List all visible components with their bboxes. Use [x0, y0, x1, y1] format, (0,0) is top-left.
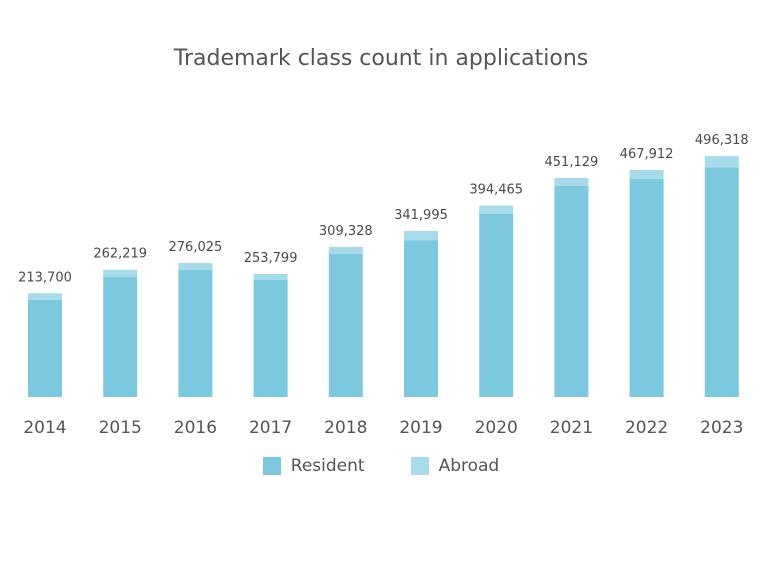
legend-swatch-abroad: [410, 457, 429, 475]
total-label-2018: 309,328: [319, 224, 373, 239]
bar-abroad-2023[interactable]: [704, 156, 739, 168]
bar-group: [28, 156, 739, 397]
total-label-2019: 341,995: [394, 208, 448, 223]
total-label-2020: 394,465: [469, 183, 523, 198]
bar-resident-2020[interactable]: [479, 213, 514, 397]
x-tick-label-2017: 2017: [249, 418, 292, 438]
bar-abroad-2017[interactable]: [253, 273, 288, 281]
bar-resident-2018[interactable]: [328, 253, 363, 397]
bar-resident-2023[interactable]: [704, 167, 739, 397]
x-tick-label-2020: 2020: [475, 418, 518, 438]
x-tick-label-2014: 2014: [23, 418, 66, 438]
x-tick-label-2019: 2019: [399, 418, 442, 438]
bar-resident-2014[interactable]: [28, 299, 62, 397]
total-label-2015: 262,219: [93, 247, 147, 262]
bar-resident-2021[interactable]: [554, 185, 589, 397]
bar-resident-2015[interactable]: [103, 277, 138, 397]
total-label-2021: 451,129: [545, 155, 599, 170]
chart-title: Trademark class count in applications: [173, 46, 589, 71]
total-label-group: 213,700 262,219 276,025 253,799 309,328 341,9…: [18, 133, 749, 285]
x-tick-label-2022: 2022: [625, 418, 668, 438]
bar-abroad-2019[interactable]: [404, 230, 438, 241]
legend-swatch-resident: [262, 457, 281, 475]
x-tick-label-2021: 2021: [550, 418, 593, 438]
x-tick-label-2016: 2016: [174, 418, 217, 438]
bar-abroad-2021[interactable]: [554, 177, 589, 186]
bar-abroad-2022[interactable]: [629, 169, 664, 180]
total-label-2017: 253,799: [244, 251, 298, 266]
total-label-2022: 467,912: [620, 147, 674, 162]
bar-abroad-2014[interactable]: [28, 293, 62, 300]
total-label-2014: 213,700: [18, 270, 72, 285]
total-label-2016: 276,025: [169, 240, 223, 255]
legend-item-abroad[interactable]: Abroad: [410, 456, 500, 476]
bar-resident-2019[interactable]: [404, 240, 438, 397]
legend: Resident Abroad: [0, 456, 762, 476]
x-tick-label-2018: 2018: [324, 418, 367, 438]
legend-item-resident[interactable]: Resident: [262, 456, 365, 476]
bar-abroad-2018[interactable]: [328, 246, 363, 254]
bar-resident-2016[interactable]: [178, 269, 213, 397]
bar-abroad-2020[interactable]: [479, 205, 514, 214]
x-tick-label-2015: 2015: [99, 418, 142, 438]
legend-label-resident: Resident: [290, 456, 365, 476]
x-tick-label-2023: 2023: [700, 418, 743, 438]
bar-abroad-2016[interactable]: [178, 263, 213, 270]
x-axis-tick-group: 2014 2015 2016 2017 2018 2019 2020 2021 2022 2023: [23, 418, 743, 438]
total-label-2023: 496,318: [695, 133, 749, 148]
bar-resident-2022[interactable]: [629, 179, 664, 397]
legend-label-abroad: Abroad: [438, 456, 500, 476]
bar-resident-2017[interactable]: [253, 280, 288, 397]
bar-abroad-2015[interactable]: [103, 269, 138, 278]
